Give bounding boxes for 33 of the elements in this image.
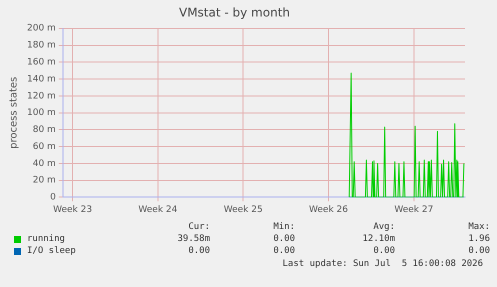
x-tick-label: Week 25 bbox=[224, 204, 263, 215]
x-tick-label: Week 24 bbox=[138, 204, 178, 215]
text: 0.00 bbox=[372, 246, 395, 256]
text: Cur: bbox=[187, 222, 210, 232]
text: Avg: bbox=[372, 222, 395, 232]
text: Max: bbox=[467, 222, 490, 232]
x-tick-label: Week 23 bbox=[53, 204, 92, 215]
text: Last update: Sun Jul 5 16:00:08 2026 bbox=[282, 259, 483, 269]
y-tick-label: 180 m bbox=[26, 40, 56, 51]
x-tick-label: Week 27 bbox=[394, 204, 434, 215]
text: 12.10m bbox=[361, 234, 395, 244]
y-tick-label: 200 m bbox=[26, 24, 56, 34]
y-tick-label: 40 m bbox=[32, 158, 56, 169]
text: 39.58m bbox=[176, 234, 210, 244]
y-tick-label: 20 m bbox=[32, 176, 56, 186]
y-tick-label: 0 bbox=[50, 192, 56, 203]
y-tick-label: 100 m bbox=[26, 108, 56, 118]
text: 1.96 bbox=[467, 234, 490, 244]
text: Min: bbox=[272, 222, 295, 232]
y-tick-label: 60 m bbox=[32, 142, 56, 152]
y-tick-label: 160 m bbox=[26, 58, 56, 68]
chart-title: VMstat - by month bbox=[178, 5, 290, 20]
text: 0.00 bbox=[272, 246, 295, 256]
legend-label: running bbox=[27, 234, 65, 244]
text: 0.00 bbox=[272, 234, 295, 244]
y-tick-label: 140 m bbox=[26, 74, 56, 84]
legend-label: I/O sleep bbox=[27, 246, 76, 256]
y-tick-label: 120 m bbox=[26, 91, 56, 102]
y-tick-label: 80 m bbox=[32, 125, 56, 136]
y-axis-title: process states bbox=[8, 76, 20, 149]
text: 0.00 bbox=[187, 246, 210, 256]
x-tick-label: Week 26 bbox=[309, 204, 348, 215]
text: 0.00 bbox=[467, 246, 490, 256]
